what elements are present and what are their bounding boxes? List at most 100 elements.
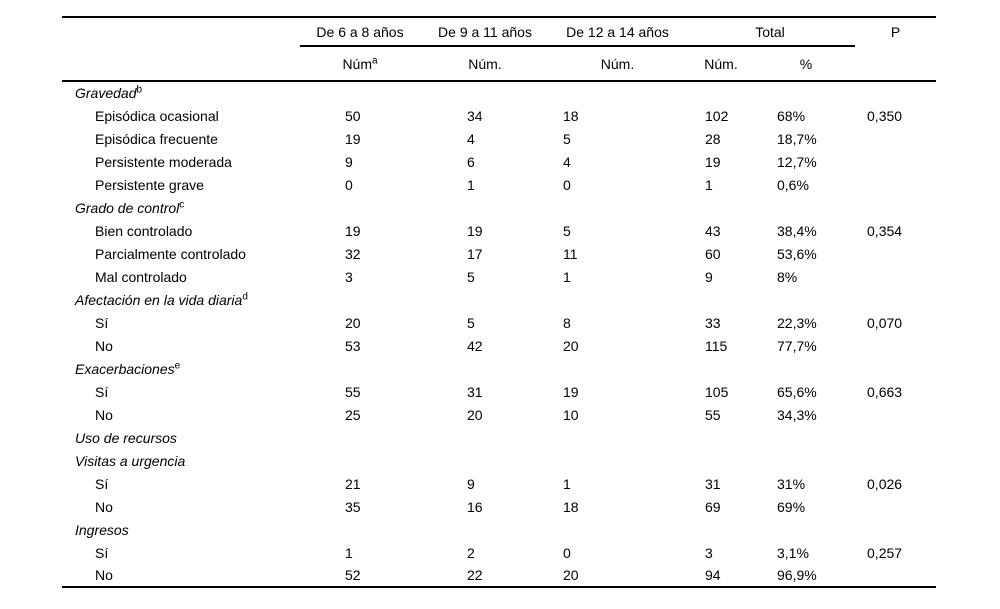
section-row-grado-de-control: Grado de controlc [62,196,936,219]
cell-total-pct: 68% [777,107,806,124]
cell-9-11: 17 [467,245,483,262]
cell-p [855,495,936,518]
row-label: Sí [95,383,109,400]
table-row: Episódica frecuente 19 4 5 28 18,7% [62,127,936,150]
table-row: Bien controlado 19 19 5 43 38,4% 0,354 [62,219,936,242]
cell-12-14: 1 [563,268,571,285]
cell-9-11: 42 [467,337,483,354]
table-row: No 53 42 20 115 77,7% [62,334,936,357]
empty-cells [300,196,936,219]
cell-12-14: 11 [563,245,578,262]
table-row: Sí 55 31 19 105 65,6% 0,663 [62,380,936,403]
cell-9-11: 2 [467,544,475,561]
cell-total-pct: 38,4% [777,222,817,239]
cell-total-num: 28 [705,130,721,147]
cell-p [855,242,936,265]
cell-12-14: 1 [563,475,571,492]
empty-cells [300,288,936,311]
cell-9-11: 34 [467,107,483,124]
cell-total-pct: 18,7% [777,130,817,147]
section-label-text: Gravedad [75,85,137,101]
cell-6-8: 19 [345,222,361,239]
subheader-p-spacer [855,46,937,82]
cell-total-pct: 22,3% [777,314,817,331]
table-row: Persistente moderada 9 6 4 19 12,7% [62,150,936,173]
cell-total-pct: 31% [777,475,806,492]
cell-6-8: 20 [345,314,361,331]
col-header-total: Total [685,16,856,47]
section-label: Uso de recursos [62,426,300,449]
cell-12-14: 20 [563,337,579,354]
section-row-uso-de-recursos: Uso de recursos [62,426,936,449]
cell-total-num: 3 [705,544,713,561]
row-label: No [95,406,113,423]
footnote-marker: e [174,359,181,371]
subheader-num-9-11: Núm. [420,46,550,82]
col-header-12-14: De 12 a 14 años [550,16,685,47]
cell-total-num: 19 [705,153,721,170]
table-row: No 35 16 18 69 69% [62,495,936,518]
table-body: Gravedadb Episódica ocasional 50 34 18 1… [62,81,937,588]
section-label: Grado de controlc [62,196,300,219]
cell-12-14: 5 [563,130,571,147]
cell-p [855,265,936,288]
cell-6-8: 25 [345,406,361,423]
cell-6-8: 0 [345,176,353,193]
table-header: De 6 a 8 años De 9 a 11 años De 12 a 14 … [62,16,937,82]
statistics-table: De 6 a 8 años De 9 a 11 años De 12 a 14 … [62,16,937,588]
cell-total-pct: 96,9% [757,564,856,588]
cell-total-num: 69 [705,498,721,515]
cell-total-num: 33 [705,314,721,331]
col-header-9-11: De 9 a 11 años [420,16,550,47]
cell-9-11: 9 [467,475,475,492]
col-header-6-8: De 6 a 8 años [300,16,420,47]
cell-9-11: 6 [467,153,475,170]
row-label: Sí [95,475,109,492]
cell-6-8: 53 [345,337,361,354]
cell-9-11: 22 [420,564,550,588]
cell-6-8: 50 [345,107,361,124]
cell-total-num: 105 [705,383,729,400]
cell-total-pct: 77,7% [777,337,817,354]
table-row: Sí 21 9 1 31 31% 0,026 [62,472,936,495]
cell-total-num: 55 [705,406,721,423]
header-spacer [62,16,300,46]
subheader-total-pct: % [757,46,856,82]
cell-total-num: 60 [705,245,721,262]
table-row: Sí 20 5 8 33 22,3% 0,070 [62,311,936,334]
cell-6-8: 19 [345,130,361,147]
section-row-visitas-a-urgencia: Visitas a urgencia [62,449,936,472]
cell-total-num: 43 [705,222,721,239]
cell-6-8: 21 [345,475,361,492]
row-label: Parcialmente controlado [95,245,246,262]
cell-total-pct: 12,7% [777,153,817,170]
row-label: Episódica ocasional [95,107,219,124]
header-group-row: De 6 a 8 años De 9 a 11 años De 12 a 14 … [62,16,937,47]
section-label-text: Grado de control [75,199,180,216]
cell-p: 0,350 [867,107,903,124]
cell-9-11: 1 [467,176,475,193]
empty-cells [300,518,936,541]
footnote-marker: d [242,290,248,302]
cell-p [855,403,936,426]
cell-9-11: 19 [467,222,483,239]
cell-total-pct: 8% [777,268,798,285]
table-row: Mal controlado 3 5 1 9 8% [62,265,936,288]
cell-6-8: 32 [345,245,361,262]
section-label: Exacerbacionese [62,357,300,380]
row-label: No [95,337,113,354]
section-label-text: Afectación en la vida diaria [75,291,243,308]
cell-p [855,150,936,173]
cell-total-pct: 69% [777,498,806,515]
empty-cells [300,357,936,380]
row-label: Persistente moderada [95,153,232,170]
cell-9-11: 20 [467,406,483,423]
section-row-gravedad: Gravedadb [62,81,936,104]
subheader-num-6-8: Núma [300,46,420,82]
cell-6-8: 9 [345,153,353,170]
cell-9-11: 5 [467,268,475,285]
table-row: Persistente grave 0 1 0 1 0,6% [62,173,936,196]
cell-6-8: 1 [345,544,353,561]
subheader-text: Núm [342,55,372,72]
row-label: Persistente grave [95,176,204,193]
